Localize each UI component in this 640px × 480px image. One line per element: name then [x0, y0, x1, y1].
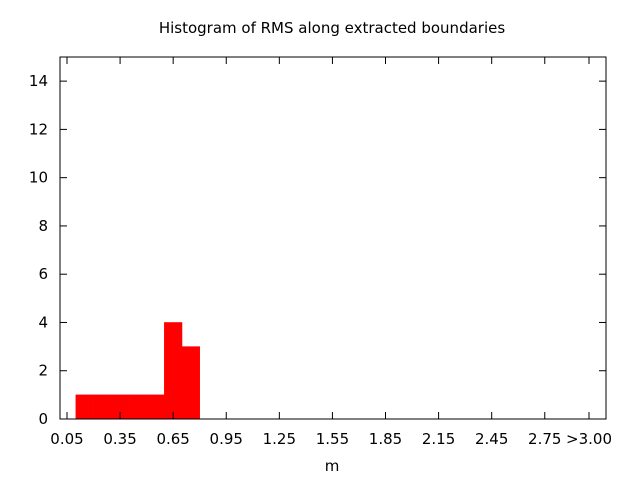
- histogram-bar: [164, 322, 183, 420]
- x-tick-label: >3.00: [566, 430, 612, 448]
- x-tick-label: 0.95: [210, 430, 243, 448]
- plot-frame: [59, 56, 607, 420]
- histogram-bar: [146, 394, 165, 420]
- histogram-bar: [93, 394, 112, 420]
- y-tick-label: 0: [38, 410, 48, 428]
- histogram-bar: [75, 394, 94, 420]
- y-tick-label: 14: [29, 72, 48, 90]
- x-tick-label: 1.55: [316, 430, 349, 448]
- x-tick-label: 0.05: [50, 430, 83, 448]
- y-tick-label: 2: [38, 362, 48, 380]
- x-tick-label: 1.85: [369, 430, 402, 448]
- histogram-bars: [75, 322, 200, 420]
- x-axis-label: m: [325, 457, 340, 475]
- x-tick-label: 1.25: [263, 430, 296, 448]
- histogram-bar: [181, 346, 200, 420]
- histogram-bar: [128, 394, 147, 420]
- y-tick-label: 4: [38, 313, 48, 331]
- y-tick-label: 10: [29, 169, 48, 187]
- y-tick-label: 12: [29, 120, 48, 138]
- x-tick-label: 0.65: [156, 430, 189, 448]
- axis-ticks: [60, 57, 606, 420]
- axis-tick-labels: 0 2 4 6 8 10 12 14 0.05 0.35 0.65 0.95 1.25 1.55 1.85 2…: [29, 72, 612, 448]
- x-tick-label: 2.15: [422, 430, 455, 448]
- y-tick-label: 8: [38, 217, 48, 235]
- x-tick-label: 0.35: [103, 430, 136, 448]
- chart-title: Histogram of RMS along extracted boundar…: [159, 19, 506, 37]
- y-tick-label: 6: [38, 265, 48, 283]
- x-tick-label: 2.45: [475, 430, 508, 448]
- x-tick-label: 2.75: [528, 430, 561, 448]
